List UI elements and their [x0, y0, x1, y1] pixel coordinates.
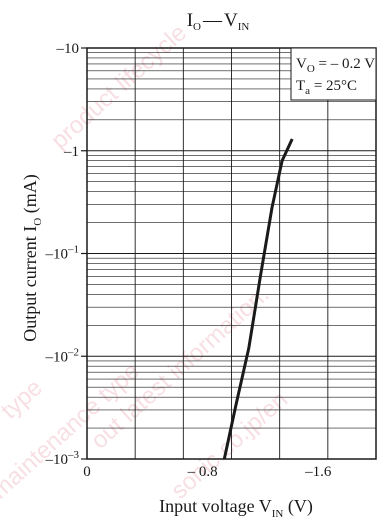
x-axis-label: Input voltage VIN (V) [159, 496, 313, 520]
x-tick-label: 0 [83, 464, 91, 480]
legend-box [290, 47, 377, 101]
y-axis-label: Output current IO (mA) [20, 174, 44, 341]
grid [87, 48, 376, 459]
y-tick-label: –1 [63, 144, 79, 160]
watermark: product lifecycle out latest information… [0, 19, 293, 504]
series-line [222, 138, 294, 460]
watermark-text: sonic.co.jp/en [166, 386, 293, 504]
y-tick-labels: –10–1–10–1–10–2–10–3 [45, 41, 87, 468]
legend-vo: VO = – 0.2 V [296, 56, 375, 75]
x-tick-labels: 0 – 0.8 –1.6 [83, 464, 332, 480]
legend-ta: Ta = 25°C [296, 78, 357, 97]
y-tick-label: –10–3 [45, 449, 80, 468]
chart-title: IO — VIN [187, 10, 250, 33]
watermark-text: type [0, 374, 48, 424]
x-tick-label: –1.6 [304, 464, 332, 480]
y-tick-label: –10 [56, 41, 80, 57]
y-tick-label: –10–1 [45, 244, 80, 263]
x-tick-label: – 0.8 [187, 464, 218, 480]
watermark-text: product lifecycle [46, 19, 192, 154]
y-tick-label: –10–2 [45, 346, 80, 365]
